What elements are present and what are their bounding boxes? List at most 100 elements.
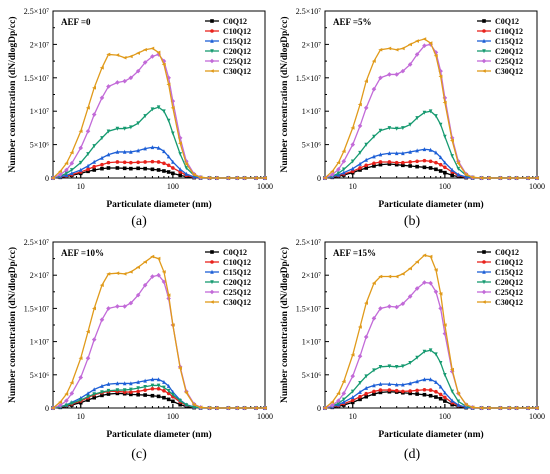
data-point — [129, 125, 133, 130]
y-tick-label: 1×10⁷ — [302, 107, 322, 116]
data-point — [371, 59, 376, 63]
data-point — [99, 65, 104, 70]
data-point — [372, 164, 376, 168]
data-point — [525, 176, 530, 180]
legend-label: C30Q12 — [495, 298, 523, 307]
data-point — [394, 47, 399, 52]
data-point — [434, 114, 438, 119]
data-point — [162, 149, 166, 154]
data-point — [86, 167, 90, 172]
caption-d: (d) — [403, 447, 421, 462]
y-tick-label: 2.5×10⁷ — [296, 7, 322, 16]
data-point — [136, 389, 140, 394]
data-point — [372, 383, 376, 388]
y-tick-label: 5×10⁶ — [302, 141, 322, 150]
data-point — [394, 126, 399, 131]
data-point — [378, 47, 383, 52]
series-line — [324, 254, 537, 409]
legend-label: C0Q12 — [495, 248, 519, 257]
data-point — [235, 176, 240, 180]
data-point — [422, 110, 427, 115]
legend-marker — [210, 38, 214, 43]
data-point — [498, 406, 503, 410]
y-axis-label: Number concentration (dN/dlogDp/cc) — [7, 247, 18, 403]
data-point — [422, 165, 427, 170]
data-point — [378, 128, 383, 133]
data-point — [142, 260, 147, 264]
data-point — [394, 160, 399, 165]
data-point — [400, 301, 406, 307]
data-point — [150, 159, 155, 164]
legend-marker — [482, 19, 486, 23]
data-point — [450, 167, 454, 172]
data-point — [70, 401, 74, 406]
data-point — [191, 402, 196, 407]
data-point — [350, 126, 355, 130]
data-point — [394, 162, 399, 167]
legend-label: C25Q12 — [223, 288, 251, 297]
data-point — [434, 352, 438, 357]
data-point — [442, 331, 448, 336]
data-point — [371, 316, 377, 321]
data-point — [100, 136, 104, 141]
data-point — [69, 150, 74, 155]
data-point — [486, 406, 491, 410]
data-point — [92, 392, 96, 397]
legend-label: C20Q12 — [495, 278, 523, 287]
y-tick-label: 1×10⁷ — [30, 107, 50, 116]
data-point — [378, 381, 383, 386]
aef-annotation: AEF =15% — [333, 248, 376, 258]
data-point — [106, 388, 111, 393]
data-point — [342, 399, 346, 404]
data-point — [401, 389, 405, 394]
data-point — [350, 142, 356, 147]
aef-annotation: AEF =0 — [61, 17, 91, 27]
data-point — [372, 392, 376, 396]
legend-marker — [209, 289, 215, 295]
data-point — [64, 161, 69, 166]
data-point — [438, 361, 443, 366]
legend-marker — [482, 260, 486, 264]
data-point — [434, 379, 438, 384]
data-point — [58, 400, 63, 404]
y-tick-label: 2.5×10⁷ — [24, 238, 50, 247]
data-point — [422, 147, 427, 152]
legend-marker — [481, 69, 486, 73]
data-point — [100, 162, 104, 167]
data-point — [198, 405, 203, 410]
series-line — [324, 389, 537, 409]
data-point — [115, 388, 120, 393]
data-point — [143, 114, 147, 119]
y-tick-label: 1.5×10⁷ — [24, 74, 50, 83]
data-point — [162, 109, 166, 114]
data-point — [136, 392, 140, 397]
legend-label: C25Q12 — [495, 57, 523, 66]
data-point — [342, 397, 346, 402]
data-point — [161, 62, 166, 67]
data-point — [150, 377, 155, 382]
data-point — [171, 392, 175, 397]
data-point — [64, 403, 69, 408]
x-tick-label: 10 — [77, 182, 85, 191]
data-point — [171, 131, 175, 136]
data-point — [438, 384, 443, 389]
legend-label: C0Q12 — [223, 17, 247, 26]
data-point — [115, 304, 120, 309]
data-point — [171, 159, 175, 164]
data-point — [364, 142, 368, 147]
y-tick-label: 5×10⁶ — [30, 141, 50, 150]
legend-label: C0Q12 — [223, 248, 247, 257]
data-point — [129, 149, 133, 154]
data-point — [150, 145, 155, 150]
data-point — [58, 169, 63, 174]
data-point — [428, 166, 433, 170]
y-tick-label: 2×10⁷ — [30, 271, 50, 280]
data-point — [422, 253, 427, 258]
y-axis-label: Number concentration (dN/dlogDp/cc) — [279, 16, 290, 172]
data-point — [434, 389, 438, 394]
data-point — [161, 279, 167, 285]
data-point — [70, 171, 74, 176]
